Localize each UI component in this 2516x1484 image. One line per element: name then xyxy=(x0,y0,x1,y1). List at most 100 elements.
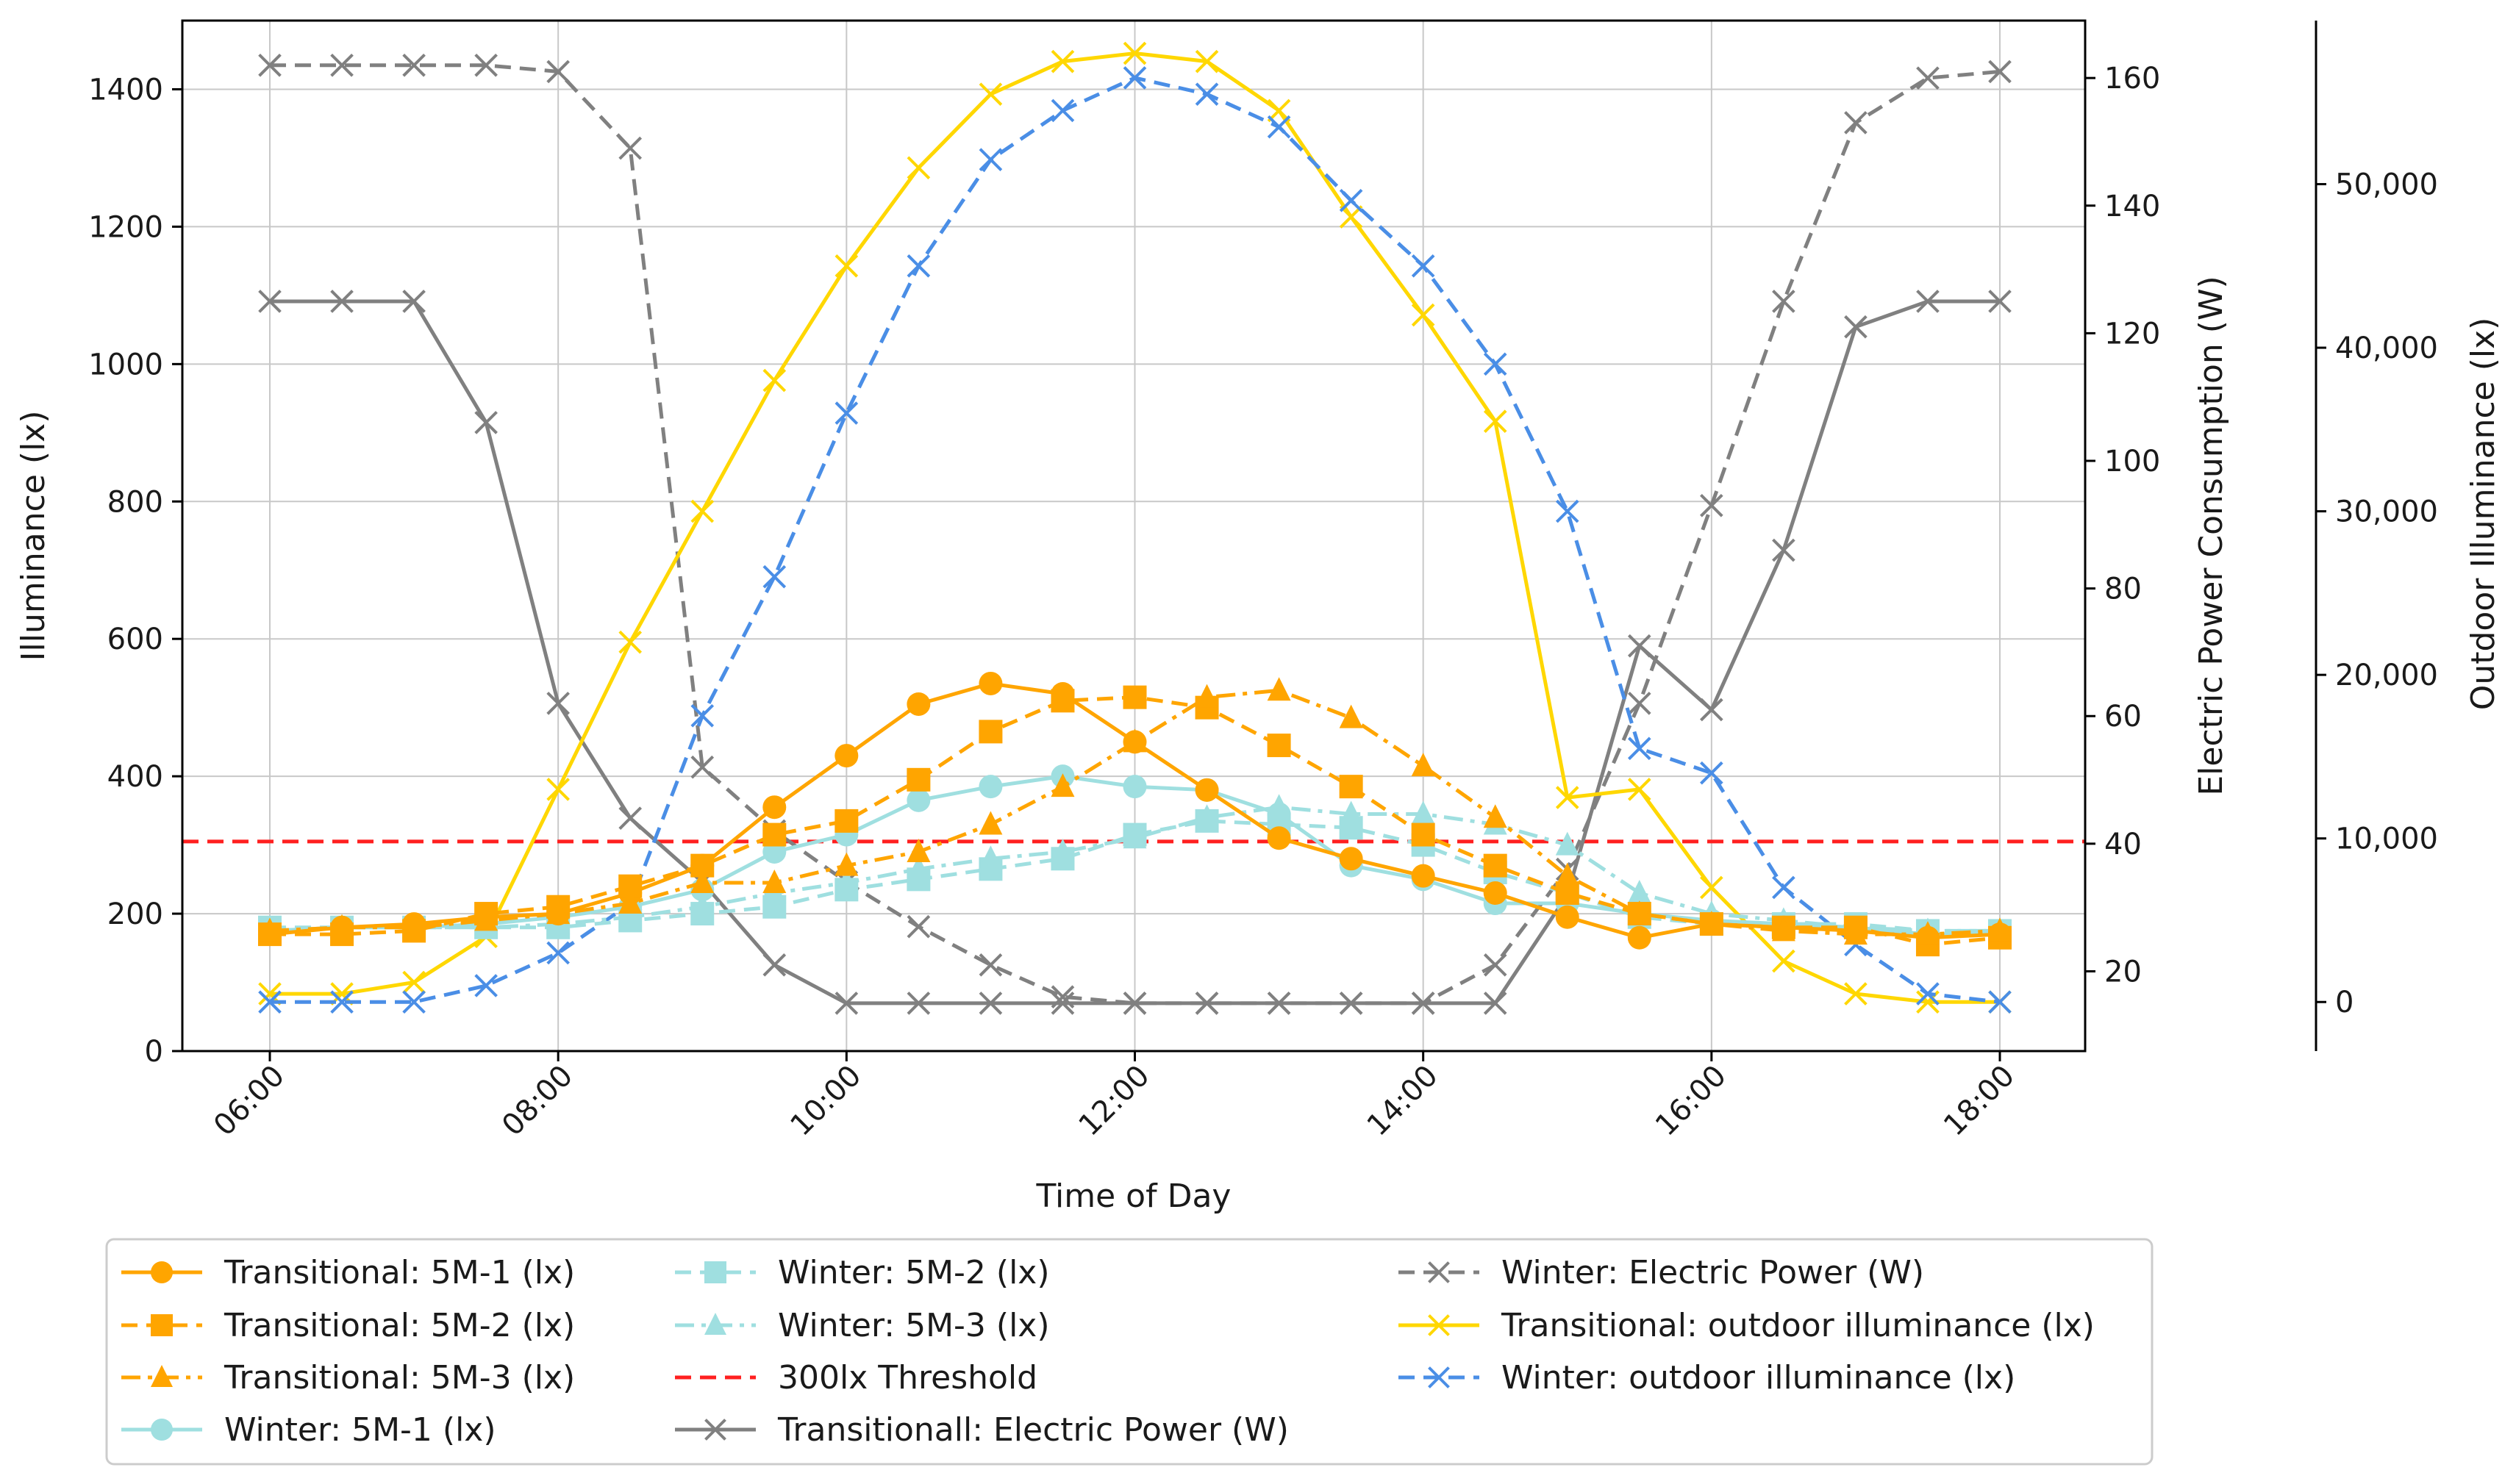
data-point xyxy=(1267,677,1291,701)
data-point xyxy=(835,992,859,1015)
data-point xyxy=(1627,900,1651,925)
data-point xyxy=(1844,982,1868,1006)
data-point xyxy=(907,992,931,1015)
data-point xyxy=(1051,773,1075,797)
data-point xyxy=(402,290,426,313)
data-point xyxy=(1411,753,1435,777)
data-point xyxy=(618,630,643,654)
y3-tick-label: 40,000 xyxy=(2335,331,2438,365)
data-point xyxy=(907,838,931,862)
data-point xyxy=(1339,188,1363,212)
data-point xyxy=(835,809,859,833)
data-point xyxy=(618,806,643,830)
legend-item: Transitional: outdoor illuminance (lx) xyxy=(1398,1307,2095,1344)
data-point xyxy=(258,990,282,1014)
data-point xyxy=(1411,822,1435,847)
y2-tick-label: 140 xyxy=(2104,190,2160,223)
data-point xyxy=(1555,831,1579,856)
data-point xyxy=(762,564,787,589)
y-tick-label: 200 xyxy=(107,897,163,931)
legend-marker xyxy=(1428,1314,1450,1336)
data-point xyxy=(835,852,859,876)
legend-item: Transitionall: Electric Power (W) xyxy=(675,1411,1289,1449)
data-point xyxy=(1195,684,1219,708)
data-point xyxy=(1844,315,1868,339)
data-point xyxy=(1267,98,1291,123)
legend-marker xyxy=(151,1365,173,1387)
y-tick-label: 0 xyxy=(145,1035,163,1069)
y3-tick-label: 10,000 xyxy=(2335,822,2438,856)
legend-label: Transitional: 5M-3 (lx) xyxy=(224,1359,575,1397)
data-point xyxy=(979,82,1003,106)
data-point xyxy=(1772,875,1795,900)
data-point xyxy=(762,953,787,977)
data-point xyxy=(1123,992,1147,1015)
y3-tick-label: 30,000 xyxy=(2335,495,2438,529)
legend-item: Transitional: 5M-1 (lx) xyxy=(121,1254,575,1291)
series-2 xyxy=(258,677,2012,945)
data-point xyxy=(1483,409,1507,434)
data-point xyxy=(907,856,931,880)
data-point xyxy=(1123,825,1147,849)
data-point xyxy=(1411,864,1435,888)
legend-marker xyxy=(1428,1261,1450,1283)
legend-item: Winter: Electric Power (W) xyxy=(1398,1254,1924,1291)
data-point xyxy=(1267,992,1291,1015)
data-point xyxy=(1411,303,1435,327)
data-point xyxy=(1555,862,1579,886)
data-point xyxy=(979,720,1003,744)
data-point xyxy=(1483,881,1507,906)
legend-marker xyxy=(704,1261,726,1283)
data-point xyxy=(258,917,282,942)
data-point xyxy=(979,953,1003,977)
data-point xyxy=(1916,66,1940,90)
data-point xyxy=(1627,634,1651,658)
data-point xyxy=(1627,778,1651,801)
series-9 xyxy=(258,66,2012,1014)
data-point xyxy=(1051,98,1075,123)
data-point xyxy=(402,970,426,994)
data-point xyxy=(1988,917,2012,942)
data-point xyxy=(762,822,787,847)
y-tick-label: 800 xyxy=(107,485,163,519)
data-point xyxy=(330,914,354,938)
data-point xyxy=(1339,704,1363,728)
data-point xyxy=(1123,66,1147,90)
y2-tick-label: 40 xyxy=(2104,828,2142,861)
data-point xyxy=(1772,290,1795,313)
legend-label: Transitional: outdoor illuminance (lx) xyxy=(1501,1307,2095,1344)
data-point xyxy=(330,990,354,1014)
data-point xyxy=(1700,493,1723,517)
y3-axis-label: Outdoor Illuminance (lx) xyxy=(2465,318,2502,711)
legend-item: 300lx Threshold xyxy=(675,1359,1037,1397)
data-point xyxy=(1267,794,1291,818)
legend-marker xyxy=(704,1313,726,1335)
data-point xyxy=(1483,853,1507,878)
data-point xyxy=(1483,352,1507,376)
data-point xyxy=(1195,778,1219,802)
data-point xyxy=(1988,990,2012,1014)
data-point xyxy=(1195,804,1219,828)
data-point xyxy=(1123,685,1147,709)
data-point xyxy=(546,60,570,84)
data-point xyxy=(1051,49,1075,74)
y3-tick-label: 0 xyxy=(2335,986,2354,1019)
data-point xyxy=(1051,985,1075,1009)
y2-axis-label: Electric Power Consumption (W) xyxy=(2192,276,2230,795)
data-point xyxy=(546,778,570,801)
data-point xyxy=(1555,905,1579,929)
legend-label: Winter: 5M-2 (lx) xyxy=(778,1254,1050,1291)
data-point xyxy=(979,811,1003,835)
data-point xyxy=(907,254,931,278)
data-point xyxy=(1988,60,2012,84)
y-tick-label: 1400 xyxy=(88,73,163,107)
data-point xyxy=(1195,992,1219,1015)
legend-marker xyxy=(151,1419,173,1441)
data-point xyxy=(1700,875,1723,900)
data-point xyxy=(1916,982,1940,1006)
data-point xyxy=(690,499,715,523)
data-point xyxy=(474,907,498,931)
legend-label: Winter: outdoor illuminance (lx) xyxy=(1501,1359,2015,1397)
data-point xyxy=(907,788,931,812)
